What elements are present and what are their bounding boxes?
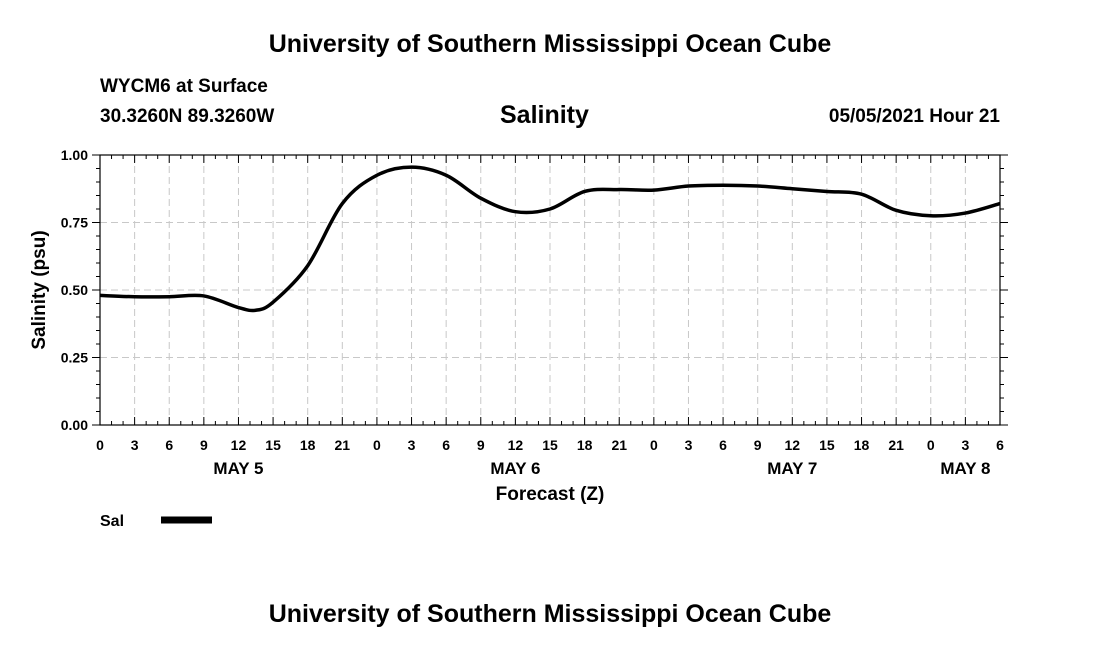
x-tick-label: 6 [442,437,450,453]
date-label: MAY 7 [767,459,817,478]
chart-title-bottom: University of Southern Mississippi Ocean… [268,600,832,628]
chart-title-top: University of Southern Mississippi Ocean… [268,30,832,58]
x-tick-label: 9 [477,437,485,453]
series-layer [99,165,1001,313]
x-axis-label: Forecast (Z) [496,484,605,505]
x-tick-label: 12 [231,437,247,453]
plot-frame [99,154,1001,426]
x-tick-label: 21 [888,437,904,453]
coordinates-label: 30.3260N 89.3260W [100,106,275,127]
date-label: MAY 6 [490,459,540,478]
y-tick-label: 0.50 [61,282,88,298]
x-tick-label: 3 [961,437,969,453]
x-tick-label: 6 [719,437,727,453]
series-line-sal [99,165,1001,313]
y-tick-label: 0.00 [61,417,88,433]
x-tick-label: 15 [819,437,835,453]
x-tick-label: 15 [265,437,281,453]
x-tick-label: 12 [785,437,801,453]
datetime-label: 05/05/2021 Hour 21 [828,106,1000,127]
date-label: MAY 8 [940,459,990,478]
x-tick-label: 9 [754,437,762,453]
x-tick-label: 12 [508,437,524,453]
y-tick-label: 0.75 [61,215,88,231]
variable-title: Salinity [500,101,589,129]
axis-layer: 0 3 6 9 12 15 18 21 0 3 6 9 12 15 18 21 0 3 6 9 12 15 18 21 0 3 6 0… [61,147,1008,478]
date-label: MAY 5 [213,459,263,478]
x-tick-label: 0 [927,437,935,453]
x-tick-label: 0 [650,437,658,453]
x-tick-label: 0 [373,437,381,453]
y-tick-label: 0.25 [61,350,88,366]
grid-layer [100,155,1000,425]
x-tick-label: 21 [611,437,627,453]
station-label: WYCM6 at Surface [100,76,268,97]
x-tick-label: 3 [685,437,693,453]
x-tick-label: 3 [408,437,416,453]
x-tick-label: 9 [200,437,208,453]
x-tick-label: 21 [335,437,351,453]
x-tick-label: 15 [542,437,558,453]
x-tick-label: 3 [131,437,139,453]
x-tick-label: 18 [300,437,316,453]
legend-label: Sal [100,513,124,530]
y-tick-label: 1.00 [61,147,88,163]
x-tick-label: 6 [165,437,173,453]
x-tick-label: 18 [854,437,870,453]
x-tick-label: 0 [96,437,104,453]
y-axis-label: Salinity (psu) [29,230,50,349]
x-tick-label: 18 [577,437,593,453]
legend: Sal [100,513,212,530]
x-tick-label: 6 [996,437,1004,453]
